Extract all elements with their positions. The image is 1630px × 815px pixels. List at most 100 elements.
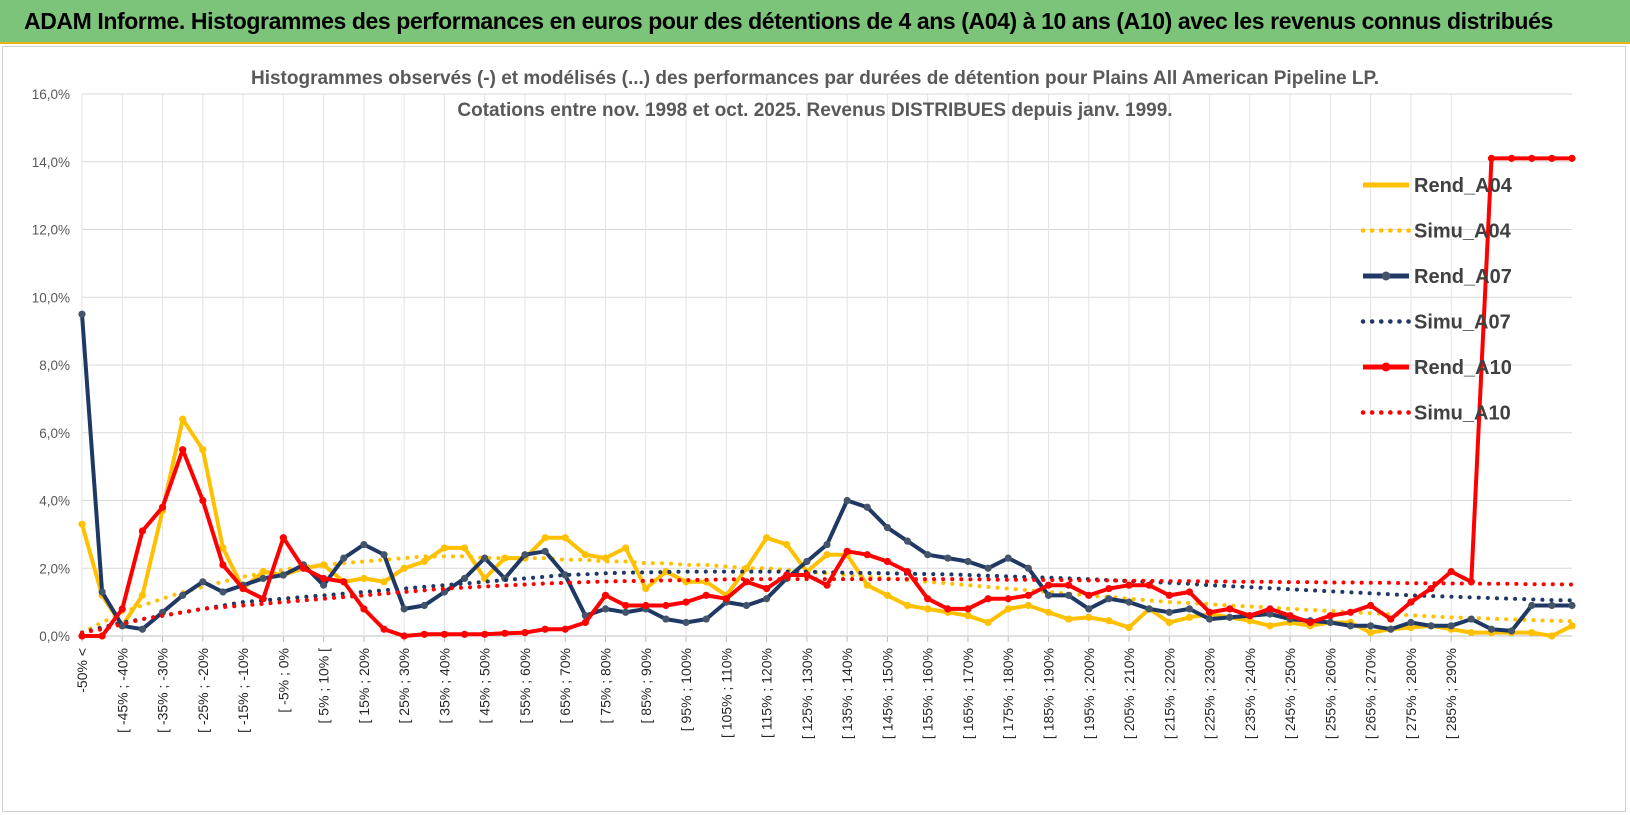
rend-a07-point (400, 605, 408, 613)
rend-a10-point (279, 534, 287, 542)
rend-a10-point (924, 595, 932, 603)
rend-a07-point (1266, 610, 1274, 618)
x-tick-label: [ 115% ; 120% (759, 648, 775, 738)
rend-a07-point (924, 551, 932, 559)
rend-a07-point (984, 564, 992, 572)
x-tick-label: [ 5% ; 10% [ (316, 648, 332, 724)
rend-a10-point (179, 446, 187, 454)
y-tick-label: 4,0% (39, 494, 70, 509)
rend-a07-point (1004, 554, 1012, 562)
rend-a07-point (1407, 618, 1415, 627)
rend-a10-point (1447, 568, 1455, 576)
x-tick-label: [ 125% ; 130% (799, 648, 815, 739)
rend-a04-point (883, 591, 892, 599)
x-tick-label: [ 15% ; 20% (356, 648, 372, 724)
rend-a07-point (420, 601, 428, 610)
legend-marker-rend-a10 (1381, 362, 1391, 372)
x-tick-label: [ 135% ; 140% (839, 648, 855, 739)
rend-a04-point (1266, 622, 1274, 630)
x-tick-label: [ 45% ; 50% (477, 648, 493, 724)
rend-a10-point (541, 625, 549, 633)
rend-a10-point (1226, 605, 1234, 613)
rend-a10-point (1326, 612, 1334, 620)
rend-a07-point (1367, 622, 1375, 630)
legend-label-simu-a10: Simu_A10 (1414, 403, 1511, 425)
rend-a10-point (1065, 581, 1073, 589)
rend-a07-point (118, 622, 126, 630)
rend-a10-point (239, 584, 247, 593)
rend-a10-point (1286, 612, 1294, 620)
rend-a10-point (340, 578, 348, 586)
rend-a10-point (98, 632, 106, 640)
x-tick-label: [ 255% ; 260% (1322, 648, 1338, 739)
rend-a07-point (279, 571, 287, 579)
chart-frame (2, 46, 1626, 812)
rend-a07-point (742, 601, 751, 610)
y-tick-label: 6,0% (39, 426, 70, 441)
rend-a10-point (138, 527, 147, 535)
rend-a10-point (1548, 154, 1556, 162)
rend-a04-point (1548, 632, 1556, 640)
simu-a07-line (80, 569, 1574, 635)
rend-a10-point (843, 547, 851, 555)
rend-a04-point (1568, 622, 1576, 630)
x-tick-label: [ 185% ; 190% (1040, 648, 1056, 739)
rend-a04-point (460, 544, 469, 552)
rend-a10-point (460, 630, 469, 638)
rend-a07-point (1568, 601, 1576, 610)
rend-a10-point (1024, 591, 1032, 599)
x-tick-label: [ 75% ; 80% (598, 648, 614, 724)
rend-a10-point (1165, 591, 1173, 599)
rend-a10-point (1205, 608, 1214, 616)
rend-a10-point (219, 561, 227, 569)
rend-a10-point (1427, 584, 1435, 593)
rend-a04-point (984, 618, 992, 627)
x-tick-label: [ 155% ; 160% (920, 648, 936, 739)
x-tick-label: [ 215% ; 220% (1161, 648, 1177, 739)
simu-a04-line (80, 554, 1574, 635)
y-tick-label: 14,0% (32, 155, 70, 170)
rend-a10-point (420, 630, 428, 638)
chart-title: Histogrammes observés (-) et modélisés (… (251, 68, 1379, 89)
rend-a07-point (138, 625, 147, 633)
rend-a07-point (179, 591, 187, 599)
rend-a04-point (1528, 629, 1536, 637)
rend-a04-point (380, 578, 388, 586)
rend-a07-point (1185, 605, 1194, 613)
rend-a04-point (622, 544, 630, 552)
rend-a10-point (1085, 591, 1093, 599)
rend-a04-point (561, 534, 569, 542)
rend-a10-point (1568, 154, 1576, 162)
rend-a07-point (601, 605, 610, 613)
rend-a07-point (380, 551, 388, 559)
x-tick-label: [ 205% ; 210% (1121, 648, 1137, 739)
rend-a10-point (400, 632, 408, 640)
rend-a04-point (1044, 608, 1053, 616)
rend-a10-point (601, 591, 610, 599)
rend-a10-point (1004, 595, 1012, 603)
rend-a07-point (460, 574, 469, 583)
rend-a04-point (1085, 613, 1093, 621)
rend-a07-point (259, 574, 267, 583)
rend-a04-point (1246, 617, 1254, 625)
rend-a04-line (80, 417, 1574, 638)
rend-a04-point (642, 584, 650, 593)
rend-a07-point (1487, 625, 1496, 633)
rend-a04-point (1367, 629, 1375, 637)
x-tick-label: [ -45% ; -40% (114, 648, 130, 733)
rend-a07-point (98, 588, 106, 596)
rend-a04-point (924, 605, 932, 613)
x-tick-label: [ 195% ; 200% (1081, 648, 1097, 739)
rend-a07-point (360, 540, 368, 549)
rend-a10-point (78, 632, 86, 640)
rend-a04-point (581, 551, 589, 559)
rend-a04-point (1407, 623, 1415, 632)
rend-a10-point (1105, 584, 1113, 593)
rend-a04-point (1065, 615, 1073, 623)
rend-a10-point (481, 630, 489, 638)
rend-a04-point (541, 534, 549, 542)
rend-a04-point (199, 446, 207, 454)
rend-a07-point (1125, 598, 1133, 606)
x-tick-label: [ 275% ; 280% (1403, 648, 1419, 739)
rend-a07-point (1528, 601, 1536, 610)
